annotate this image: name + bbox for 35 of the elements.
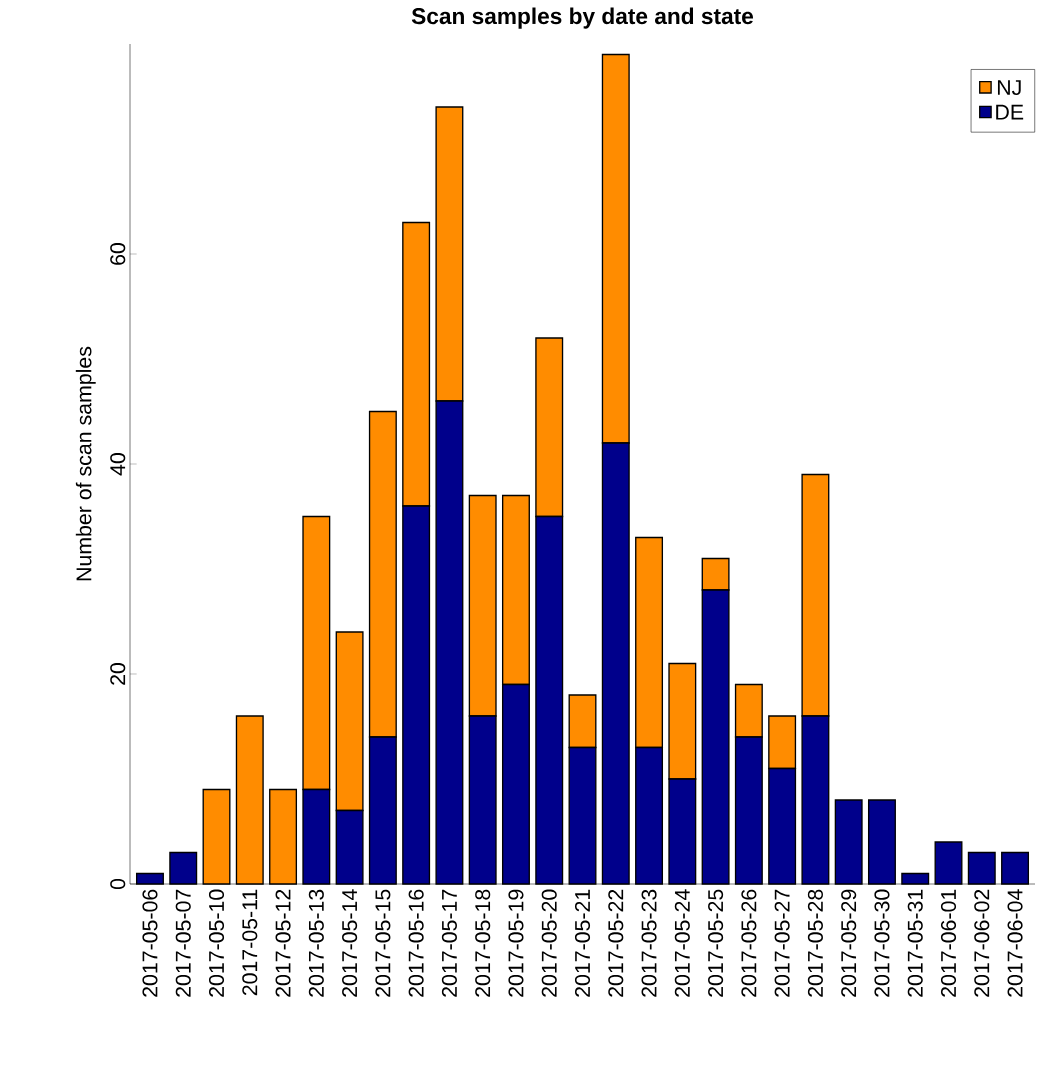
x-tick-label: 2017-05-22: [608, 889, 624, 997]
chart-title: Scan samples by date and state: [411, 7, 754, 29]
x-tick-label: 2017-05-06: [142, 889, 158, 997]
x-tick-label: 2017-05-10: [208, 889, 225, 997]
x-tick-label: 2017-05-31: [907, 889, 923, 997]
y-axis-title: Number of scan samples: [75, 346, 96, 581]
x-tick-label: 2017-05-16: [408, 889, 424, 997]
x-tick-label: 2017-05-25: [708, 889, 724, 997]
x-tick-label: 2017-05-11: [242, 889, 258, 996]
x-tick-label: 2017-05-13: [308, 889, 324, 997]
y-tick-label: 40: [110, 452, 126, 476]
x-tick-label: 2017-05-15: [375, 889, 391, 997]
x-tick-label: 2017-05-21: [574, 889, 591, 997]
x-tick-label: 2017-05-28: [807, 889, 823, 997]
x-tick-label: 2017-05-18: [475, 889, 491, 997]
x-tick-label: 2017-05-29: [841, 889, 857, 997]
x-tick-label: 2017-06-01: [940, 889, 957, 997]
x-tick-label: 2017-05-07: [175, 889, 191, 997]
legend-label: DE: [996, 104, 1024, 120]
x-tick-label: 2017-05-23: [641, 889, 657, 997]
legend-label: NJ: [997, 80, 1021, 96]
y-tick-label: 20: [110, 662, 126, 685]
y-tick-label: 0: [110, 878, 126, 890]
x-tick-label: 2017-05-19: [508, 889, 524, 997]
x-tick-label: 2017-05-30: [874, 889, 890, 997]
x-tick-label: 2017-05-17: [441, 889, 457, 997]
x-tick-label: 2017-05-14: [342, 889, 358, 997]
x-tick-label: 2017-05-26: [741, 889, 757, 997]
y-tick-label: 60: [110, 242, 126, 265]
x-tick-label: 2017-05-27: [774, 889, 790, 997]
x-tick-label: 2017-06-02: [974, 889, 990, 997]
x-tick-label: 2017-05-24: [674, 889, 690, 997]
x-tick-label: 2017-05-20: [541, 889, 557, 997]
x-tick-label: 2017-06-04: [1007, 889, 1023, 997]
x-tick-label: 2017-05-12: [275, 889, 291, 997]
